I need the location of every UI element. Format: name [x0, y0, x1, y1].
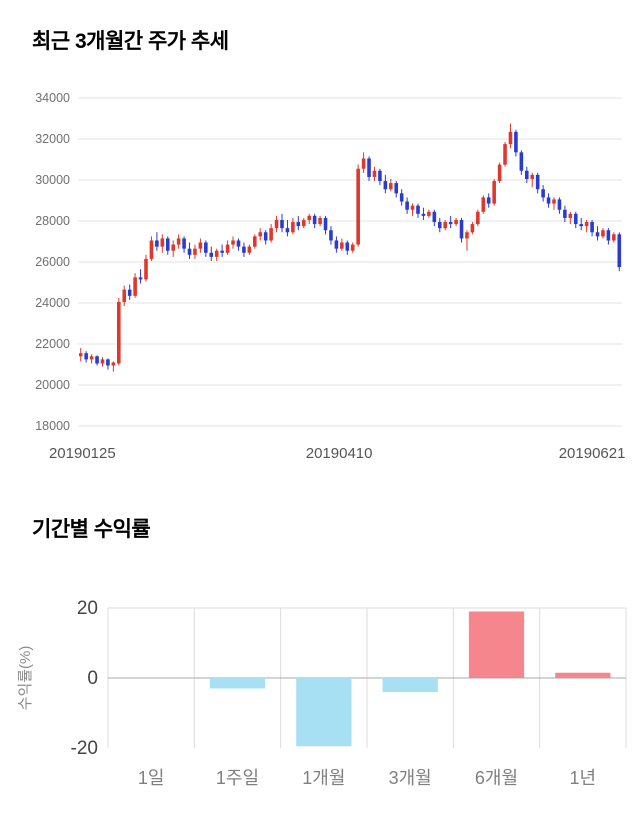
price-trend-title: 최근 3개월간 주가 추세	[32, 30, 229, 53]
bar-category-labels: 1일 1주일 1개월 3개월 6개월 1년	[138, 768, 596, 788]
svg-text:6개월: 6개월	[475, 768, 518, 788]
return-bar	[555, 672, 611, 678]
svg-text:20190621: 20190621	[559, 445, 626, 462]
svg-text:1일: 1일	[138, 768, 165, 788]
candle-x-axis-labels: 20190125 20190410 20190621	[49, 445, 625, 462]
return-bar	[209, 678, 266, 689]
candle-y-axis-labels: 18000 20000 22000 24000 26000 28000 30000 32000…	[35, 91, 70, 433]
bar-gridlines	[107, 607, 627, 748]
svg-text:18000: 18000	[35, 419, 70, 433]
svg-text:20: 20	[77, 598, 98, 619]
period-returns-title: 기간별 수익률	[32, 518, 151, 541]
candle-gridlines	[78, 97, 622, 427]
svg-text:1개월: 1개월	[302, 768, 345, 788]
svg-text:20000: 20000	[35, 378, 70, 392]
svg-text:32000: 32000	[35, 132, 70, 146]
svg-text:24000: 24000	[35, 296, 70, 310]
svg-text:1주일: 1주일	[216, 768, 259, 788]
svg-text:26000: 26000	[35, 255, 70, 269]
return-bar	[382, 678, 438, 692]
svg-text:0: 0	[87, 668, 98, 689]
svg-text:수익률(%): 수익률(%)	[17, 646, 34, 711]
svg-text:20190410: 20190410	[306, 445, 373, 462]
return-bar	[296, 678, 352, 747]
svg-text:22000: 22000	[35, 337, 70, 351]
candlestick-chart: 18000 20000 22000 24000 26000 28000 30000 32000…	[35, 91, 625, 462]
returns-bar-chart: 20 0 -20 1일 1주일 1개월 3개월 6개월 1년 수익률(%)	[17, 598, 627, 788]
bar-y-axis-labels: 20 0 -20	[71, 598, 98, 759]
return-bars	[209, 611, 611, 747]
return-bar	[468, 611, 525, 678]
bar-y-axis-title: 수익률(%)	[17, 646, 34, 711]
candle-series	[78, 123, 622, 372]
svg-text:20190125: 20190125	[49, 445, 116, 462]
svg-text:-20: -20	[71, 738, 98, 759]
svg-text:3개월: 3개월	[389, 768, 432, 788]
svg-text:30000: 30000	[35, 173, 70, 187]
svg-text:28000: 28000	[35, 214, 70, 228]
svg-text:34000: 34000	[35, 91, 70, 105]
svg-text:1년: 1년	[570, 768, 597, 788]
